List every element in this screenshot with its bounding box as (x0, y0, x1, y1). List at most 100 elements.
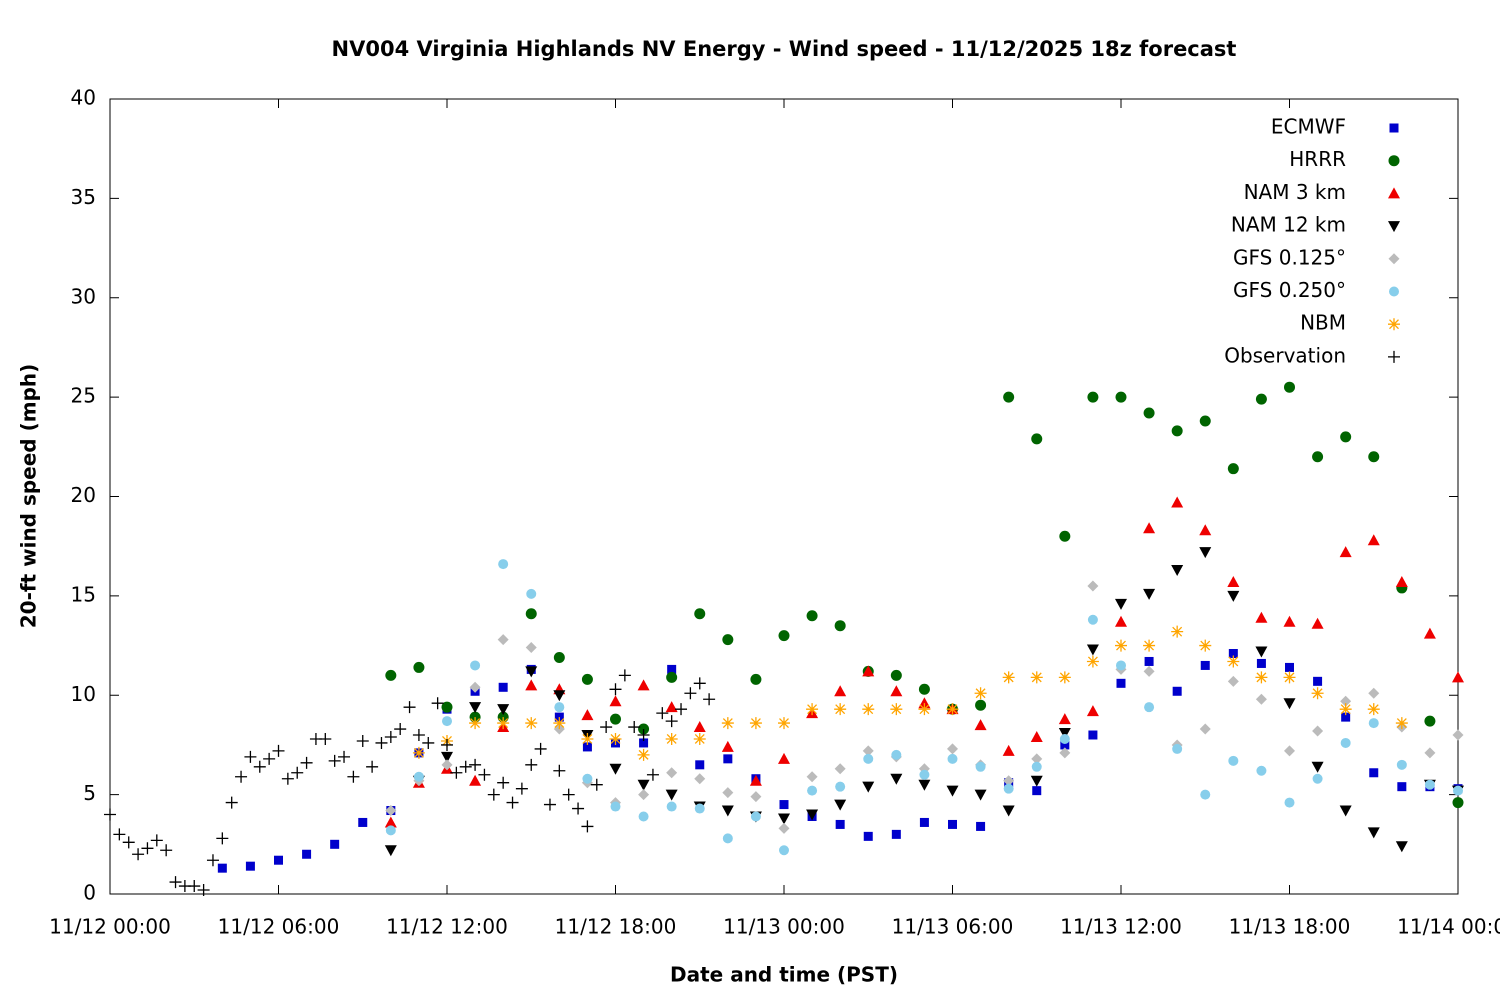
data-point (694, 773, 706, 785)
data-point (319, 732, 332, 745)
data-point (749, 717, 762, 730)
data-point (609, 695, 622, 707)
legend-marker (1389, 286, 1399, 297)
data-point (862, 745, 874, 757)
data-point (553, 717, 566, 730)
data-point (639, 738, 649, 748)
data-point (974, 687, 987, 700)
data-point (582, 742, 592, 752)
data-point (665, 701, 678, 713)
data-point (581, 709, 594, 721)
data-point (358, 817, 368, 827)
data-point (1087, 580, 1099, 592)
data-point (600, 721, 613, 734)
data-point (442, 716, 452, 727)
data-point (1200, 660, 1210, 670)
data-point (1227, 575, 1240, 587)
data-point (919, 817, 929, 827)
data-point (412, 746, 425, 759)
data-point (1311, 761, 1324, 773)
data-point (497, 634, 509, 646)
data-point (1199, 723, 1211, 735)
data-point (498, 682, 508, 692)
data-point (638, 789, 650, 801)
data-point (721, 805, 734, 817)
data-point (834, 799, 847, 811)
data-point (328, 754, 341, 767)
data-point (1313, 676, 1323, 686)
data-point (1395, 575, 1408, 587)
x-tick-label: 11/12 18:00 (555, 915, 677, 939)
data-point (1228, 649, 1238, 659)
data-point (1087, 614, 1098, 625)
data-point (150, 834, 163, 847)
data-point (1116, 678, 1126, 688)
data-point (1367, 827, 1380, 839)
data-point (890, 703, 903, 716)
data-point (1143, 639, 1156, 652)
data-point (1452, 671, 1464, 683)
data-point (1395, 717, 1408, 730)
data-point (1002, 671, 1015, 684)
data-point (806, 809, 819, 821)
data-point (441, 759, 453, 771)
data-point (385, 669, 397, 681)
data-point (497, 704, 510, 716)
data-point (1143, 588, 1156, 600)
data-point (1452, 797, 1464, 809)
data-point (750, 811, 761, 822)
data-point (431, 697, 444, 710)
data-point (693, 721, 706, 733)
x-tick-label: 11/12 06:00 (218, 915, 340, 939)
data-point (1143, 665, 1155, 677)
data-point (384, 845, 397, 857)
data-point (384, 730, 397, 743)
data-point (1424, 715, 1436, 727)
data-point (581, 732, 594, 745)
data-point (1172, 743, 1183, 754)
data-point (1255, 671, 1268, 684)
data-point (1368, 451, 1380, 463)
legend-marker (1388, 221, 1400, 233)
data-point (835, 819, 845, 829)
data-point (806, 610, 818, 622)
data-point (1059, 747, 1071, 759)
data-point (1424, 747, 1436, 759)
data-point (1003, 783, 1014, 794)
data-point (1172, 686, 1182, 696)
data-point (1002, 805, 1015, 817)
data-point (330, 839, 340, 849)
data-point (1003, 391, 1015, 403)
data-point (628, 721, 641, 734)
data-point (515, 782, 528, 795)
y-tick-label: 35 (71, 185, 96, 209)
data-point (1031, 753, 1043, 765)
data-point (1285, 662, 1294, 672)
data-point (572, 802, 585, 815)
data-point (525, 666, 538, 678)
data-point (666, 801, 677, 812)
x-tick-label: 11/14 00:00 (1397, 915, 1500, 939)
data-point (695, 760, 705, 770)
y-tick-label: 0 (83, 881, 96, 905)
data-point (834, 620, 846, 632)
data-point (779, 800, 789, 810)
data-point (534, 742, 547, 755)
data-point (1031, 433, 1043, 445)
data-point (413, 661, 425, 673)
data-point (835, 781, 846, 792)
legend-marker (1388, 155, 1400, 167)
data-point (1143, 522, 1156, 534)
legend-label: GFS 0.250° (1233, 278, 1346, 302)
data-point (1227, 463, 1239, 475)
data-point (347, 770, 360, 783)
data-point (694, 608, 706, 620)
data-point (1227, 655, 1240, 668)
data-point (656, 707, 669, 720)
data-point (526, 588, 537, 599)
data-point (1339, 805, 1352, 817)
data-point (1115, 639, 1127, 652)
data-point (1284, 381, 1295, 393)
data-point (235, 770, 248, 783)
data-point (1058, 713, 1071, 725)
